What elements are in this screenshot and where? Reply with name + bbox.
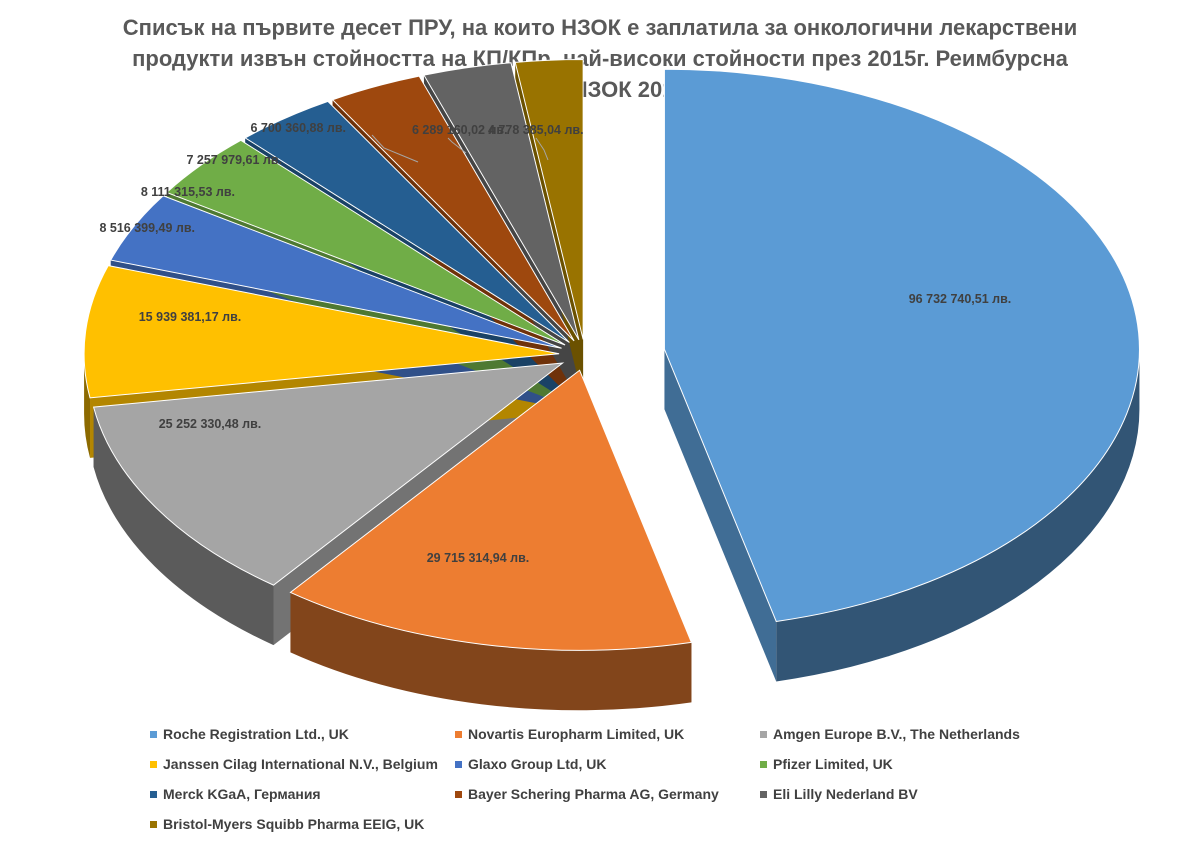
- data-label-8: 6 700 360,88 лв.: [250, 121, 346, 135]
- data-label-9: 6 289 160,02 лв.: [412, 123, 508, 137]
- chart-title-line-2: продукти извън стойността на КП/КПр, най…: [132, 46, 1068, 71]
- legend-label-6: Pfizer Limited, UK: [773, 756, 893, 772]
- legend-item-9: Eli Lilly Nederland BV: [760, 784, 918, 804]
- leader-line-10: [535, 137, 549, 161]
- legend-label-7: Merck KGaA, Германия: [163, 786, 321, 802]
- legend-swatch-2: [455, 730, 462, 738]
- legend-item-3: Amgen Europe B.V., The Netherlands: [760, 724, 1020, 744]
- data-label-2: 29 715 314,94 лв.: [427, 551, 530, 565]
- pie-slice-side-4: [84, 353, 91, 458]
- legend-item-6: Pfizer Limited, UK: [760, 754, 893, 774]
- legend-item-4: Janssen Cilag International N.V., Belgiu…: [150, 754, 438, 774]
- data-label-3: 25 252 330,48 лв.: [159, 417, 262, 431]
- pie-slice-8: [331, 75, 575, 342]
- data-label-4: 15 939 381,17 лв.: [139, 310, 242, 324]
- pie-slice-3: [92, 362, 565, 586]
- legend-swatch-5: [455, 760, 462, 768]
- legend-item-7: Merck KGaA, Германия: [150, 784, 321, 804]
- pie-slice-1: [663, 68, 1140, 622]
- pie-slice-2: [289, 369, 693, 651]
- legend-item-1: Roche Registration Ltd., UK: [150, 724, 349, 744]
- legend-label-3: Amgen Europe B.V., The Netherlands: [773, 726, 1020, 742]
- pie-slice-9: [423, 62, 580, 341]
- pie-slice-6: [165, 139, 566, 346]
- legend-swatch-9: [760, 790, 767, 798]
- chart-title-line-1: Списък на първите десет ПРУ, на които НЗ…: [122, 15, 1078, 40]
- pie-slice-10: [514, 58, 584, 340]
- legend-label-2: Novartis Europharm Limited, UK: [468, 726, 685, 742]
- legend-label-4: Janssen Cilag International N.V., Belgiu…: [163, 756, 438, 772]
- leader-line-8: [371, 134, 419, 163]
- legend-swatch-3: [760, 730, 767, 738]
- pie-slice-side-2: [290, 592, 692, 711]
- legend-swatch-6: [760, 760, 767, 768]
- legend-item-5: Glaxo Group Ltd, UK: [455, 754, 606, 774]
- data-label-5: 8 516 399,49 лв.: [99, 221, 195, 235]
- legend-label-10: Bristol-Myers Squibb Pharma EEIG, UK: [163, 816, 425, 832]
- pie-slice-side-1: [776, 349, 1140, 682]
- legend-swatch-4: [150, 760, 157, 768]
- data-label-1: 96 732 740,51 лв.: [909, 292, 1012, 306]
- pie-chart: 96 732 740,51 лв. 29 715 314,94 лв. 25 252…: [83, 58, 1140, 711]
- legend-swatch-1: [150, 730, 157, 738]
- pie-slice-5: [109, 195, 562, 349]
- legend-item-10: Bristol-Myers Squibb Pharma EEIG, UK: [150, 814, 424, 834]
- pie-slice-4: [83, 265, 560, 399]
- pie-slice-side-3: [93, 407, 274, 646]
- legend-item-8: Bayer Schering Pharma AG, Germany: [455, 784, 719, 804]
- data-label-10: 4 778 385,04 лв.: [488, 123, 584, 137]
- data-label-6: 8 111 315,53 лв.: [141, 185, 235, 199]
- data-label-7: 7 257 979,61 лв.: [186, 153, 282, 167]
- pie-slice-wall-1: [664, 349, 777, 682]
- legend-swatch-8: [455, 790, 462, 798]
- legend-label-5: Glaxo Group Ltd, UK: [468, 756, 607, 772]
- leader-line-9: [447, 137, 467, 154]
- legend-label-9: Eli Lilly Nederland BV: [773, 786, 918, 802]
- legend-label-1: Roche Registration Ltd., UK: [163, 726, 349, 742]
- legend-swatch-7: [150, 790, 157, 798]
- legend-label-8: Bayer Schering Pharma AG, Germany: [468, 786, 719, 802]
- legend-item-2: Novartis Europharm Limited, UK: [455, 724, 684, 744]
- chart-title: Списък на първите десет ПРУ, на които НЗ…: [0, 12, 1200, 105]
- legend-swatch-10: [150, 820, 157, 828]
- pie-slice-7: [244, 100, 570, 343]
